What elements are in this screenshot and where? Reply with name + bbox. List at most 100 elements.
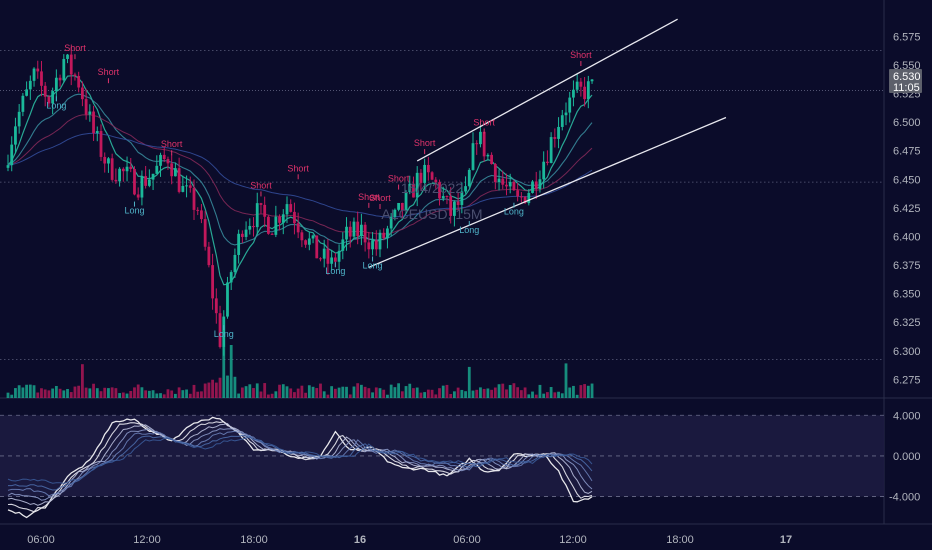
candle-body — [77, 75, 81, 88]
volume-bar — [397, 383, 400, 398]
long-signal-label: Long — [504, 207, 524, 217]
volume-bar — [352, 386, 356, 398]
volume-bar — [226, 375, 229, 398]
candle-body — [240, 233, 244, 237]
volume-bar — [84, 387, 88, 398]
short-signal-label: Short — [161, 139, 183, 149]
candle-body — [549, 137, 553, 163]
volume-bar — [188, 393, 192, 398]
volume-bar — [393, 387, 397, 398]
volume-bar — [389, 384, 393, 398]
channel-lines — [368, 18, 727, 268]
candle-body — [568, 97, 572, 113]
candle-body — [430, 172, 434, 180]
volume-bar — [136, 384, 140, 398]
moving-average-line — [7, 132, 593, 218]
candle-body — [360, 224, 363, 237]
candle-body — [17, 111, 21, 127]
candle-body — [6, 165, 10, 168]
volume-bar — [326, 394, 330, 398]
volume-bar — [304, 392, 307, 398]
volume-bar — [438, 388, 441, 398]
candle-body — [281, 214, 285, 223]
price-tick-label: 6.300 — [893, 346, 921, 358]
volume-bar — [345, 386, 348, 398]
candle-body — [482, 131, 486, 157]
price-tick-label: 6.275 — [893, 374, 921, 386]
candle-body — [136, 194, 140, 198]
candle-body — [285, 204, 289, 215]
candle-body — [367, 242, 371, 250]
volume-bar — [233, 376, 237, 398]
volume-bar — [222, 346, 226, 398]
volume-bar — [348, 394, 352, 398]
candle-body — [81, 87, 84, 100]
oscillator-tick-label: 0.000 — [893, 451, 921, 463]
candle-body — [226, 282, 229, 317]
volume-bar — [534, 394, 538, 398]
candle-body — [389, 216, 393, 229]
candle-body — [51, 90, 55, 104]
candle-body — [583, 86, 586, 100]
volume-bar — [207, 382, 211, 398]
short-signal-label: Short — [473, 118, 495, 128]
candle-body — [14, 126, 17, 145]
volume-bar — [456, 387, 460, 398]
volume-bar — [363, 386, 367, 398]
candle-body — [69, 54, 73, 75]
volume-bar — [449, 393, 453, 398]
long-signal-label: Long — [46, 100, 66, 110]
time-tick-label: 06:00 — [453, 534, 481, 546]
volume-bar — [54, 385, 58, 398]
candle-body — [73, 74, 77, 76]
candle-body — [159, 154, 162, 166]
volume-bar — [274, 391, 278, 398]
volume-bar — [270, 393, 274, 398]
candle-body — [32, 68, 36, 81]
volume-bar — [99, 391, 103, 398]
candle-body — [419, 172, 423, 183]
volume-bar — [419, 392, 423, 398]
volume-bar — [6, 392, 10, 398]
candle-body — [181, 185, 185, 192]
volume-bar — [285, 386, 289, 398]
volume-bar — [441, 385, 445, 398]
volume-bar — [103, 387, 107, 398]
volume-bar — [311, 386, 315, 398]
price-tag-value: 6.530 — [893, 71, 921, 83]
volume-bar — [371, 392, 374, 398]
volume-bar — [17, 385, 21, 398]
candle-body — [214, 298, 218, 314]
candle-body — [322, 248, 326, 259]
candle-body — [415, 172, 419, 198]
oscillator-line — [7, 421, 593, 513]
volume-bar — [497, 384, 501, 398]
short-signal-label: Short — [570, 50, 592, 60]
candle-body — [66, 54, 69, 59]
candle-body — [386, 228, 389, 239]
candle-body — [348, 226, 352, 237]
volume-bar — [289, 388, 293, 398]
candle-body — [25, 89, 28, 96]
candle-body — [363, 224, 367, 243]
volume-bar — [28, 384, 32, 398]
candle-body — [501, 178, 505, 185]
candle-body — [560, 115, 564, 127]
candle-body — [147, 179, 151, 186]
oscillator-tick-label: -4.000 — [889, 492, 920, 504]
candle-body — [110, 158, 114, 180]
volume-bar — [10, 394, 14, 398]
candle-body — [564, 112, 568, 116]
volume-bar — [341, 386, 345, 398]
volume-bar — [32, 385, 36, 398]
candle-body — [497, 178, 501, 183]
candle-body — [296, 223, 300, 233]
candle-body — [426, 164, 430, 173]
volume-bar — [333, 388, 337, 398]
candle-body — [393, 209, 397, 217]
candle-body — [397, 202, 400, 210]
oscillator-line — [7, 436, 593, 484]
long-signal-label: Long — [325, 266, 345, 276]
